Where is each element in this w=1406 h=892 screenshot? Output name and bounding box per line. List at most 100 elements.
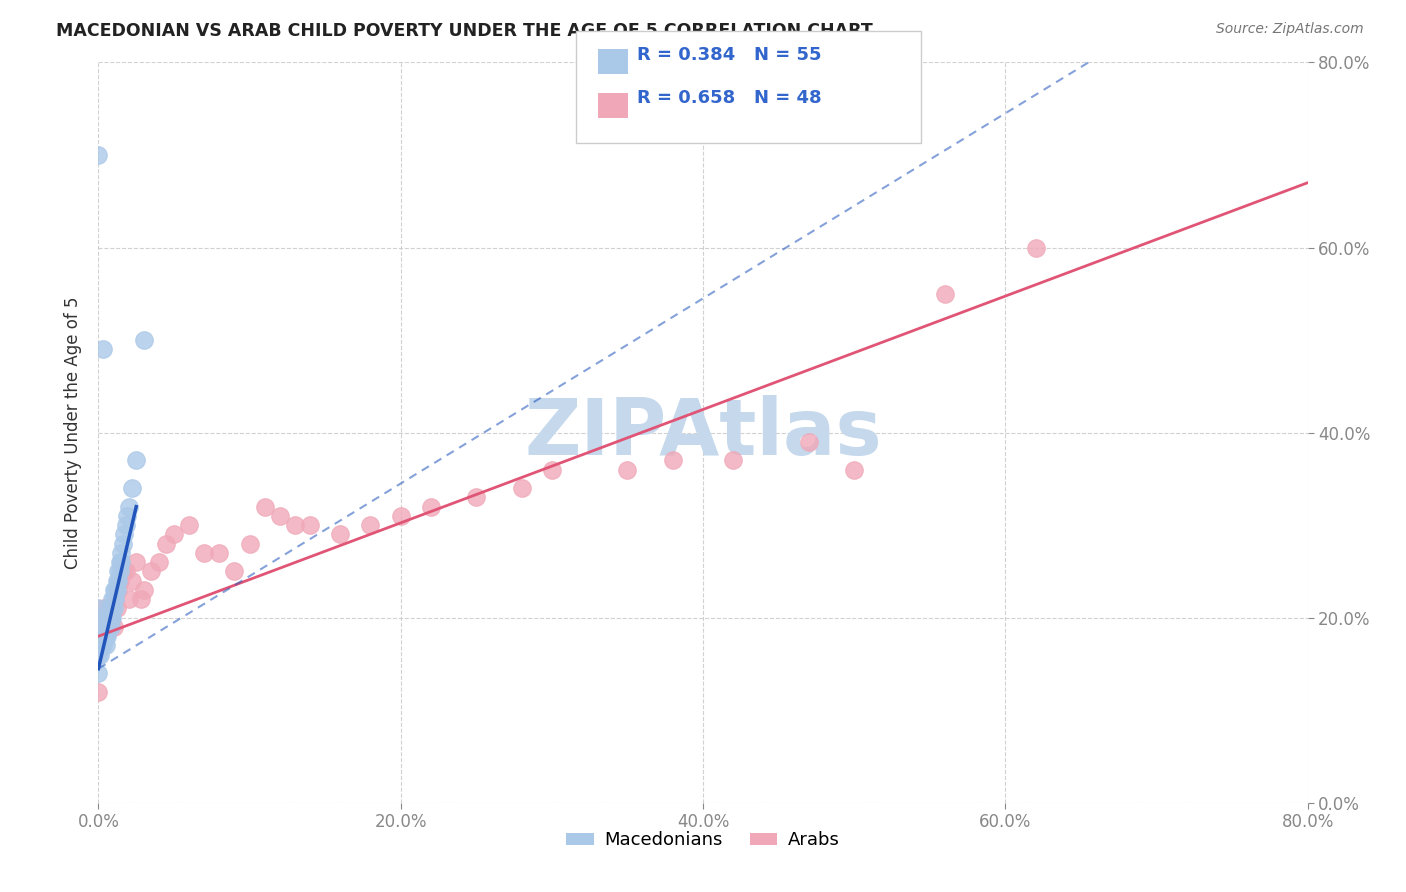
Point — [87, 639, 110, 653]
Point — [93, 629, 115, 643]
Point — [91, 620, 114, 634]
Point — [148, 555, 170, 569]
Point — [934, 286, 956, 301]
Point — [103, 620, 125, 634]
Text: MACEDONIAN VS ARAB CHILD POVERTY UNDER THE AGE OF 5 CORRELATION CHART: MACEDONIAN VS ARAB CHILD POVERTY UNDER T… — [56, 22, 873, 40]
Point — [141, 565, 163, 579]
Point — [253, 500, 276, 514]
Point — [93, 601, 115, 615]
Y-axis label: Child Poverty Under the Age of 5: Child Poverty Under the Age of 5 — [65, 296, 83, 569]
Point — [107, 582, 129, 597]
Point — [96, 620, 118, 634]
Point — [107, 574, 129, 588]
Point — [91, 343, 114, 357]
Point — [89, 648, 111, 662]
Point — [389, 508, 412, 523]
Point — [98, 601, 121, 615]
Point — [87, 639, 110, 653]
Point — [91, 620, 114, 634]
Point — [87, 148, 110, 162]
Point — [108, 555, 131, 569]
Point — [132, 582, 155, 597]
Point — [96, 620, 118, 634]
Point — [360, 518, 382, 533]
Point — [112, 527, 135, 541]
Point — [93, 620, 115, 634]
Point — [118, 592, 141, 607]
Point — [540, 462, 562, 476]
Point — [87, 648, 110, 662]
Point — [118, 500, 141, 514]
Point — [163, 527, 186, 541]
Point — [105, 601, 128, 615]
Point — [104, 592, 127, 607]
Point — [103, 592, 125, 607]
Point — [797, 434, 820, 449]
Point — [114, 565, 136, 579]
Point — [108, 574, 131, 588]
Point — [101, 592, 124, 607]
Point — [104, 582, 127, 597]
Point — [101, 601, 124, 615]
Text: Source: ZipAtlas.com: Source: ZipAtlas.com — [1216, 22, 1364, 37]
Point — [89, 629, 111, 643]
Point — [661, 120, 683, 135]
Point — [87, 610, 110, 624]
Point — [420, 500, 443, 514]
Point — [723, 453, 745, 467]
Point — [105, 582, 128, 597]
Point — [101, 610, 124, 624]
Point — [87, 666, 110, 681]
Point — [108, 565, 131, 579]
Point — [89, 639, 111, 653]
Point — [90, 629, 112, 643]
Point — [94, 639, 117, 653]
Point — [96, 629, 118, 643]
Point — [87, 685, 110, 699]
Point — [90, 639, 112, 653]
Point — [98, 601, 121, 615]
Point — [661, 453, 683, 467]
Point — [111, 565, 134, 579]
Point — [465, 491, 488, 505]
Text: ZIPAtlas: ZIPAtlas — [524, 394, 882, 471]
Point — [132, 333, 155, 347]
Point — [1024, 240, 1046, 255]
Point — [121, 574, 143, 588]
Point — [125, 453, 148, 467]
Point — [104, 592, 127, 607]
Point — [239, 536, 262, 550]
Point — [87, 620, 110, 634]
Point — [129, 592, 152, 607]
Point — [110, 546, 132, 560]
Point — [114, 518, 136, 533]
Point — [329, 527, 352, 541]
Point — [94, 620, 117, 634]
Point — [87, 601, 110, 615]
Point — [299, 518, 322, 533]
Point — [125, 555, 148, 569]
Point — [844, 462, 866, 476]
Point — [284, 518, 307, 533]
Point — [208, 546, 231, 560]
Point — [269, 508, 291, 523]
Point — [121, 481, 143, 495]
Point — [91, 629, 114, 643]
Point — [179, 518, 201, 533]
Point — [616, 462, 638, 476]
Point — [100, 610, 122, 624]
Point — [100, 620, 122, 634]
Text: R = 0.658   N = 48: R = 0.658 N = 48 — [637, 89, 821, 107]
Point — [94, 629, 117, 643]
Point — [115, 508, 138, 523]
Point — [111, 536, 134, 550]
Point — [110, 555, 132, 569]
Point — [87, 629, 110, 643]
Point — [100, 610, 122, 624]
Legend: Macedonians, Arabs: Macedonians, Arabs — [560, 824, 846, 856]
Point — [89, 629, 111, 643]
Point — [224, 565, 246, 579]
Point — [103, 582, 125, 597]
Point — [193, 546, 215, 560]
Point — [510, 481, 533, 495]
